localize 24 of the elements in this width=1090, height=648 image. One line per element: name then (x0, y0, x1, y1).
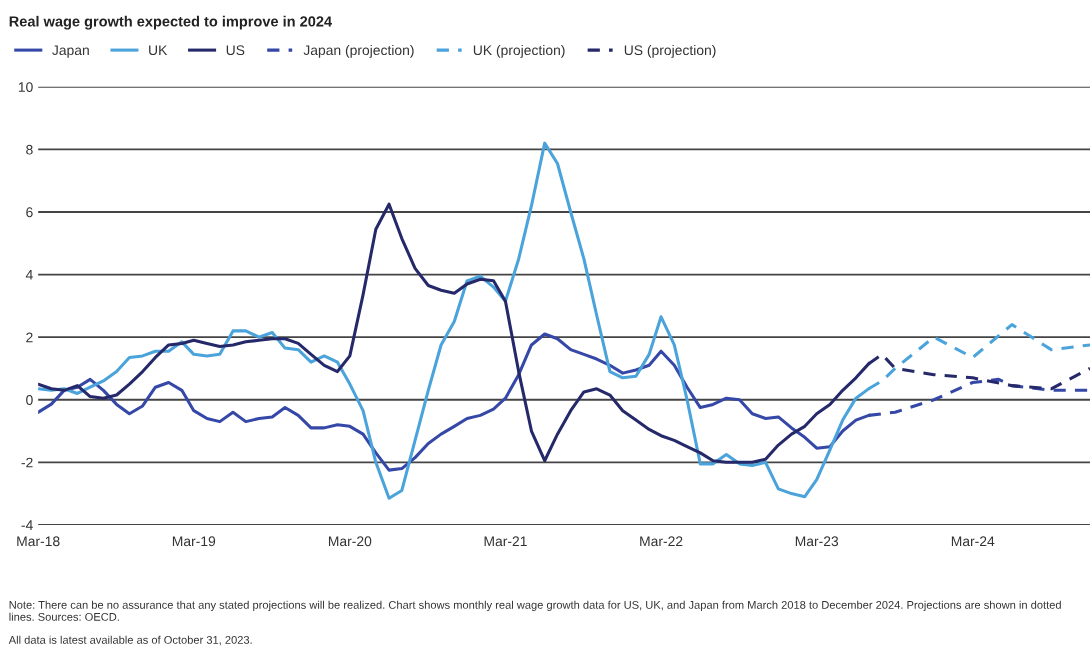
x-tick-label: Mar-21 (484, 536, 527, 547)
x-tick-label: Mar-20 (328, 536, 372, 547)
x-tick-label: Mar-23 (795, 536, 839, 547)
text: Note: There can be no assurance that any stated projections will be realized. Chart shows monthly real wage growth data for US, UK, and Japan from March 2018 to December 2024. Projections are shown in dotted lines. Sources: OECD. (9, 600, 1061, 621)
y-tick-label: 6 (26, 207, 33, 218)
y-tick-label: 4 (25, 270, 33, 280)
y-tick-label: 10 (18, 82, 33, 92)
legend-label: Japan (projection) (303, 44, 414, 58)
x-tick-label: Mar-18 (17, 536, 60, 547)
x-tick-label: Mar-24 (951, 536, 995, 547)
chart-title: Real wage growth expected to improve in 2024 (9, 15, 332, 30)
legend-label: UK (149, 45, 168, 56)
legend-label: US (projection) (624, 44, 716, 58)
legend-label: Japan (52, 45, 89, 58)
x-tick-label: Mar-22 (640, 536, 683, 547)
y-tick-label: -4 (21, 520, 33, 530)
y-tick-label: -2 (21, 457, 33, 468)
x-tick-label: Mar-19 (172, 536, 216, 547)
legend-label: UK (projection) (473, 44, 565, 58)
y-tick-label: 8 (26, 144, 33, 155)
legend-label: US (226, 45, 245, 56)
y-tick-label: 2 (26, 332, 33, 343)
y-tick-label: 0 (26, 395, 33, 405)
text: All data is latest available as of October 31, 2023. (8, 635, 252, 646)
